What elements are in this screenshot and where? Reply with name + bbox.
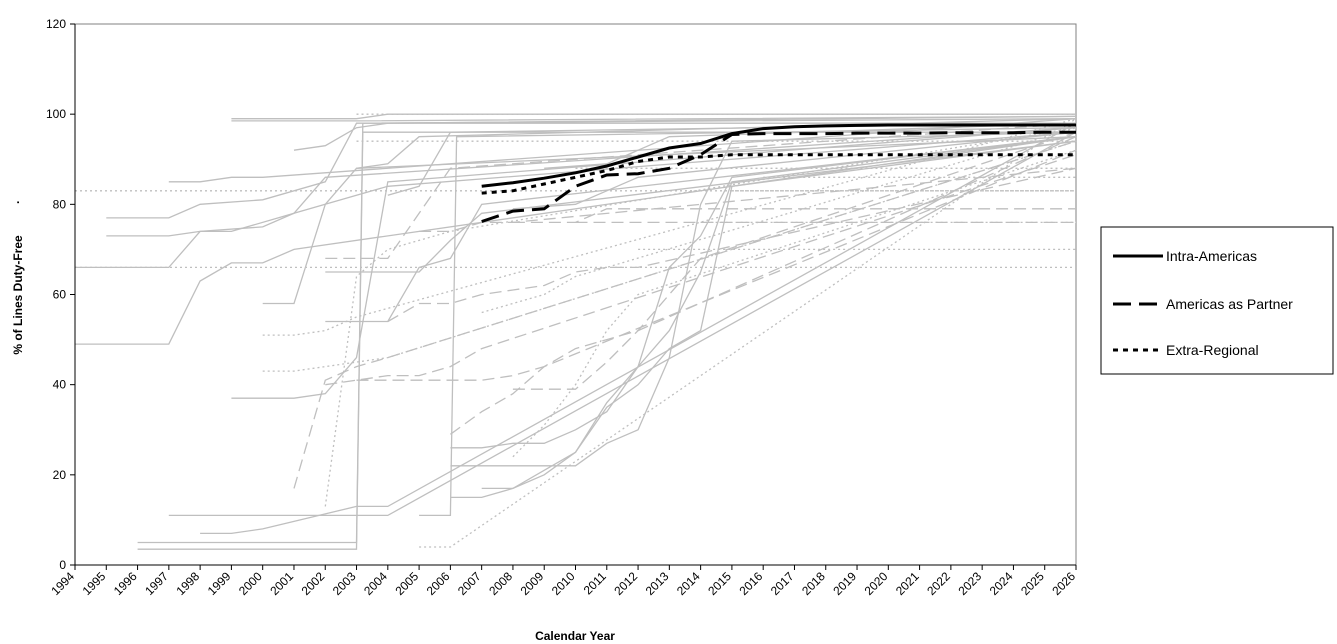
background-series-line: [262, 140, 1077, 372]
background-series-line: [75, 136, 1077, 345]
y-tick-label: 0: [59, 558, 66, 572]
x-tick-label: 2000: [236, 569, 265, 598]
background-series-group: [75, 113, 1077, 550]
background-series-line: [419, 167, 1077, 233]
y-tick-labels: 0 20 40 60 80 100 120: [46, 17, 66, 572]
x-tick-label: 1996: [111, 569, 140, 598]
x-tick-label: 2015: [705, 569, 734, 598]
y-tick-label: 60: [53, 288, 67, 302]
y-tick-label: 20: [53, 468, 67, 482]
y-tick-label: 100: [46, 107, 66, 121]
x-tick-label: 1997: [142, 569, 171, 598]
series-line-intra-americas: [481, 123, 1076, 188]
background-series-line: [387, 167, 1077, 323]
legend: Intra-Americas Americas as Partner Extra-R…: [1100, 226, 1334, 375]
x-axis-title: Calendar Year: [535, 629, 615, 643]
x-tick-label: 1994: [48, 569, 77, 598]
x-tick-label: 2010: [549, 569, 578, 598]
legend-label: Extra-Regional: [1166, 342, 1259, 358]
x-tick-label: 2016: [737, 569, 766, 598]
x-tick-label: 2024: [987, 569, 1016, 598]
x-tick-label: 2005: [392, 569, 421, 598]
x-tick-label: 1998: [173, 569, 202, 598]
background-series-line: [356, 118, 1077, 169]
background-series-line: [325, 122, 1077, 260]
x-tick-label: 2014: [674, 569, 703, 598]
background-series-line: [481, 140, 1077, 490]
background-series-line: [325, 136, 1077, 323]
background-series-line: [512, 208, 1076, 224]
x-tick-label: 2002: [299, 569, 328, 598]
x-tick-label: 2009: [518, 569, 547, 598]
x-tick-label: 2023: [955, 569, 984, 598]
x-tick-label: 2001: [267, 569, 296, 598]
background-series-line: [419, 118, 1077, 548]
background-series-line: [512, 131, 1077, 390]
legend-box: [1100, 226, 1334, 375]
background-series-line: [75, 131, 1077, 269]
x-tick-label: 2017: [768, 569, 797, 598]
background-series-line: [262, 136, 1077, 305]
background-series-line: [450, 136, 1077, 435]
y-tick-label: 80: [53, 197, 67, 211]
x-tick-label: 2008: [486, 569, 515, 598]
x-tick-label: 2011: [581, 569, 609, 597]
x-tick-label: 2025: [1018, 569, 1047, 598]
background-series-line: [450, 136, 1077, 499]
x-tick-label: 2012: [611, 569, 640, 598]
background-series-line: [450, 131, 1077, 467]
highlight-series-group: [481, 123, 1076, 223]
x-tick-labels: 1994 1995 1996 1997 1998 1999 2000 2001 2002 2003…: [48, 569, 1078, 598]
background-series-line: [356, 149, 1077, 381]
background-series-line: [106, 118, 1077, 219]
legend-label: Intra-Americas: [1166, 248, 1257, 264]
background-series-line: [231, 115, 1077, 122]
x-tick-label: 2022: [924, 569, 953, 598]
x-tick-label: 2013: [643, 569, 672, 598]
y-axis-title: % of Lines Duty-Free: [11, 235, 25, 355]
background-series-line: [231, 127, 1077, 399]
x-tick-label: 1995: [80, 569, 109, 598]
series-line-americas-as-partner: [481, 130, 1076, 223]
x-tick-label: 2007: [455, 569, 484, 598]
x-tick-label: 2021: [893, 569, 922, 598]
background-series-line: [325, 154, 1077, 386]
background-series-line: [168, 118, 1077, 183]
y-tick-label: 40: [53, 378, 67, 392]
background-series-line: [450, 136, 1077, 449]
axes-group: [70, 23, 1077, 570]
y-tick-label: 120: [46, 17, 66, 31]
x-tick-label: 2020: [862, 569, 891, 598]
background-series-line: [512, 149, 1077, 458]
x-tick-label: 2006: [424, 569, 453, 598]
x-tick-label: 1999: [205, 569, 234, 598]
y-axis-title-suffix: ·: [11, 200, 25, 204]
plot-area: [74, 23, 1077, 566]
background-series-line: [293, 115, 1077, 151]
x-tick-label: 2004: [361, 569, 390, 598]
x-tick-label: 2026: [1049, 569, 1078, 598]
background-series-line: [106, 127, 1077, 237]
background-series-line: [419, 127, 1077, 517]
x-tick-label: 2018: [799, 569, 828, 598]
x-tick-label: 2003: [330, 569, 359, 598]
background-series-line: [168, 131, 1077, 517]
series-line-extra-regional: [481, 153, 1076, 195]
background-series-line: [325, 140, 1077, 273]
x-tick-label: 2019: [830, 569, 859, 598]
background-series-line: [200, 122, 1077, 535]
background-series-line: [481, 127, 1077, 314]
legend-label: Americas as Partner: [1166, 296, 1293, 312]
background-series-line: [262, 118, 1077, 336]
